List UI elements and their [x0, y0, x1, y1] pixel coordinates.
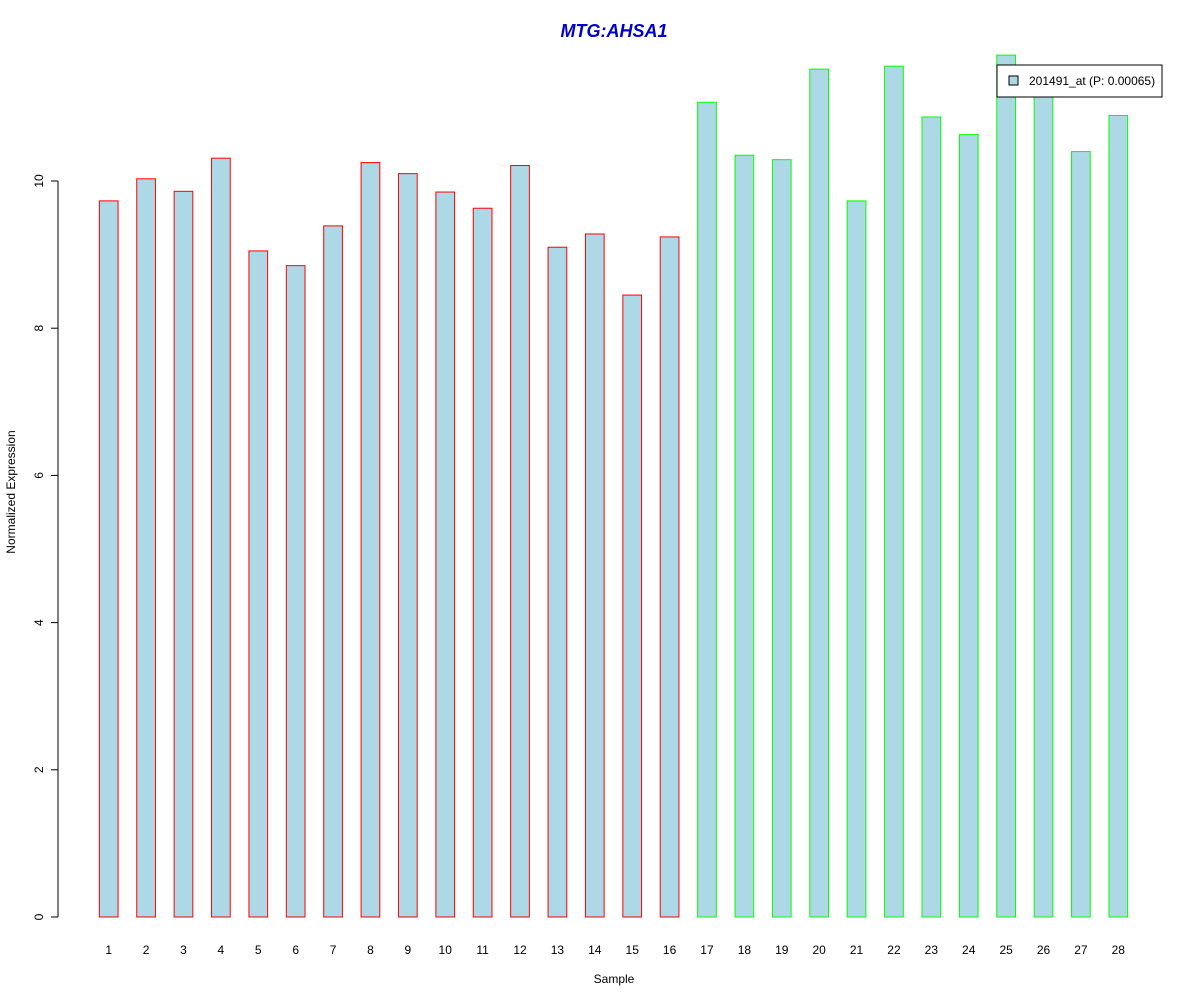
- bar-sample-28: [1108, 115, 1129, 918]
- x-tick-label: 10: [439, 943, 453, 957]
- bar-sample-23: [921, 116, 942, 918]
- bar-sample-19: [771, 159, 792, 918]
- bar-sample-12: [510, 165, 530, 918]
- bar-sample-18: [734, 154, 755, 918]
- x-tick-label: 11: [476, 943, 489, 957]
- bar-sample-16: [659, 236, 680, 918]
- bar-sample-11: [472, 207, 493, 918]
- bar-sample-3: [173, 190, 194, 918]
- y-tick-label: 0: [32, 913, 46, 920]
- chart-title: MTG:AHSA1: [561, 21, 668, 41]
- y-tick-label: 2: [32, 766, 46, 773]
- x-tick-label: 5: [255, 943, 262, 957]
- x-tick-label: 6: [292, 943, 299, 957]
- x-tick-label: 2: [143, 943, 150, 957]
- bar-sample-4: [211, 157, 231, 918]
- bar-sample-7: [323, 225, 343, 918]
- bar-sample-14: [584, 233, 605, 918]
- x-tick-label: 4: [218, 943, 225, 957]
- bar-sample-13: [547, 246, 568, 918]
- bar-sample-9: [397, 173, 418, 918]
- bar-sample-10: [435, 191, 456, 918]
- bar-sample-17: [697, 101, 717, 918]
- x-tick-label: 22: [887, 943, 901, 957]
- x-tick-label: 24: [962, 943, 976, 957]
- bars-group: [98, 54, 1129, 918]
- x-tick-label: 13: [551, 943, 565, 957]
- bar-sample-24: [958, 134, 979, 918]
- y-axis-title: Normalized Expression: [4, 430, 18, 553]
- x-tick-label: 25: [999, 943, 1013, 957]
- legend: 201491_at (P: 0.00065): [996, 64, 1163, 98]
- y-tick-label: 4: [32, 619, 46, 626]
- y-axis: 0 2 4 6 8 10: [32, 174, 59, 920]
- x-tick-label: 27: [1074, 943, 1088, 957]
- legend-box: [996, 64, 1163, 98]
- bar-sample-2: [136, 178, 156, 918]
- x-tick-label: 21: [850, 943, 864, 957]
- y-tick-label: 10: [32, 174, 46, 188]
- x-tick-label: 17: [700, 943, 714, 957]
- bar-sample-5: [248, 250, 269, 918]
- x-tick-label: 18: [738, 943, 752, 957]
- bar-sample-15: [622, 294, 643, 918]
- bar-sample-8: [360, 162, 381, 918]
- x-tick-label: 3: [180, 943, 187, 957]
- legend-label: 201491_at (P: 0.00065): [1029, 74, 1155, 88]
- x-tick-label: 9: [404, 943, 411, 957]
- x-tick-label: 1: [105, 943, 112, 957]
- y-tick-label: 8: [32, 325, 46, 332]
- x-tick-label: 26: [1037, 943, 1051, 957]
- x-tick-label: 28: [1112, 943, 1126, 957]
- x-tick-label: 20: [812, 943, 826, 957]
- x-tick-label: 7: [330, 943, 337, 957]
- bar-sample-21: [846, 200, 867, 918]
- bar-sample-6: [285, 265, 306, 918]
- legend-swatch: [1008, 75, 1019, 86]
- x-tick-label: 14: [588, 943, 602, 957]
- x-axis: 1 2 3 4 5 6 7 8 9 10 11 12 13 14 15 16 17 18 19 20 21 22 23 24 2…: [105, 943, 1125, 957]
- x-tick-label: 15: [626, 943, 640, 957]
- x-tick-label: 23: [925, 943, 939, 957]
- x-tick-label: 16: [663, 943, 677, 957]
- x-axis-title: Sample: [594, 972, 635, 986]
- bar-sample-20: [809, 68, 830, 918]
- bar-sample-1: [98, 200, 119, 918]
- x-tick-label: 19: [775, 943, 789, 957]
- x-tick-label: 12: [513, 943, 527, 957]
- bar-sample-22: [884, 65, 904, 918]
- bar-sample-26: [1033, 95, 1054, 918]
- x-tick-label: 8: [367, 943, 374, 957]
- bar-sample-27: [1071, 151, 1091, 918]
- bar-sample-25: [996, 54, 1016, 918]
- y-tick-label: 6: [32, 472, 46, 479]
